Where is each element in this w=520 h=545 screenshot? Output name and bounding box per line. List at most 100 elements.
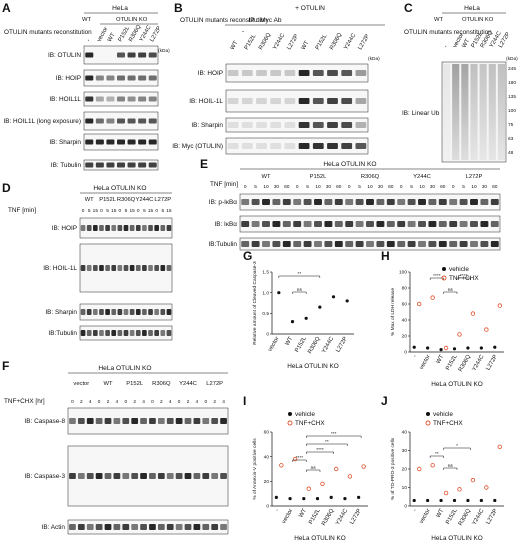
time-label: 0 bbox=[244, 184, 247, 190]
point-tnf-chx bbox=[457, 332, 462, 337]
band bbox=[142, 225, 147, 231]
y-axis-label: % of Annexin-V positive cells bbox=[252, 438, 258, 500]
significance-label: **** bbox=[433, 273, 441, 279]
band bbox=[105, 330, 110, 336]
y-tick-label: 10 bbox=[402, 485, 408, 491]
band bbox=[220, 524, 227, 530]
panel-c: HeLa WT OTULIN KO OTULIN mutants reconst… bbox=[402, 5, 518, 163]
reconstitution-label: OTULIN mutants reconstitution bbox=[4, 29, 92, 36]
point-tnf-chx bbox=[470, 477, 476, 483]
group-label-wt: WT bbox=[82, 17, 91, 23]
band bbox=[135, 330, 141, 336]
time-label: 60 bbox=[440, 184, 446, 190]
band bbox=[175, 524, 183, 530]
blot-label: IB: Sharpin bbox=[191, 122, 223, 129]
cell-line-label: HeLa bbox=[112, 5, 128, 12]
band bbox=[142, 309, 147, 315]
band bbox=[69, 418, 76, 424]
smear-lane bbox=[461, 64, 469, 160]
y-tick-label: 0.5 bbox=[262, 311, 269, 317]
legend-i: vehicle TNF+CHX bbox=[287, 411, 325, 427]
legend-treated-label: TNF+CHX bbox=[295, 420, 325, 427]
band bbox=[129, 309, 135, 315]
smear-lane bbox=[452, 64, 460, 160]
band bbox=[106, 118, 115, 124]
blot-frame bbox=[67, 445, 229, 507]
band bbox=[355, 241, 364, 247]
band bbox=[314, 199, 322, 205]
band bbox=[418, 199, 426, 205]
band bbox=[418, 221, 426, 227]
band bbox=[117, 225, 123, 231]
significance-bracket bbox=[443, 467, 458, 470]
band bbox=[85, 96, 94, 102]
band bbox=[123, 309, 129, 315]
kda-label: (kDa) bbox=[368, 56, 380, 62]
band bbox=[166, 225, 172, 231]
condition-plus-otulin: + OTULIN bbox=[295, 5, 325, 12]
y-axis-label: % Max of LDH release bbox=[390, 288, 396, 336]
x-tick-label-r306q: R306Q bbox=[458, 354, 473, 373]
band bbox=[86, 418, 94, 424]
band bbox=[148, 162, 157, 168]
group-label-l272p: L272P bbox=[466, 174, 483, 180]
blot-ib-hoil1l-long-exposure: IB: HOIL1L (long exposure) bbox=[3, 111, 159, 131]
time-label: 30 bbox=[326, 184, 332, 190]
band bbox=[184, 473, 192, 479]
band bbox=[298, 143, 310, 149]
legend-treated-label: TNF+CHX bbox=[449, 275, 479, 282]
band bbox=[95, 473, 103, 479]
band bbox=[303, 221, 312, 227]
panel-letter-a: A bbox=[2, 1, 11, 15]
blot-label: IB: HOIL-1L bbox=[43, 265, 77, 272]
point-vehicle bbox=[479, 498, 483, 503]
band bbox=[111, 309, 117, 315]
time-label: 5 bbox=[106, 208, 109, 214]
group-label-vector: vector bbox=[73, 381, 89, 387]
y-tick-label: 40 bbox=[264, 454, 270, 460]
blot-label: IB: IκBα bbox=[214, 221, 237, 228]
band bbox=[93, 225, 98, 231]
band bbox=[480, 221, 489, 227]
blot-ib-caspase-8: IB: Caspase-8 bbox=[25, 407, 229, 435]
band bbox=[327, 122, 338, 128]
band bbox=[86, 265, 92, 271]
band bbox=[123, 265, 129, 271]
band bbox=[154, 265, 159, 271]
band bbox=[129, 330, 135, 336]
band bbox=[117, 309, 123, 315]
blot-label: IB: HOIP bbox=[52, 225, 77, 232]
treatment-label: TNF [min] bbox=[8, 207, 36, 214]
blot-ib-tubulin: IB:Tubulin bbox=[208, 237, 501, 251]
band bbox=[220, 418, 227, 424]
legend-treated-marker bbox=[287, 420, 293, 426]
ip-label: IP : Myc Ab bbox=[248, 17, 282, 24]
significance-label: **** bbox=[460, 273, 468, 279]
x-tick-label-r306q: R306Q bbox=[307, 336, 322, 355]
time-label: 0 bbox=[71, 399, 74, 405]
time-label: 2 bbox=[187, 399, 190, 405]
time-label: 30 bbox=[274, 184, 280, 190]
significance-bracket bbox=[306, 443, 348, 446]
significance-label: **** bbox=[316, 447, 324, 453]
time-label: 5 bbox=[306, 184, 309, 190]
x-tick-label-vector: vector bbox=[419, 508, 432, 525]
band bbox=[166, 309, 172, 315]
panel-letter-f: F bbox=[2, 359, 9, 373]
group-label-y244c: Y244C bbox=[413, 174, 431, 180]
y-tick-label: 30 bbox=[402, 448, 408, 454]
band bbox=[386, 199, 395, 205]
band bbox=[334, 221, 343, 227]
point-vehicle bbox=[426, 498, 430, 503]
time-label: 10 bbox=[263, 184, 269, 190]
point-value bbox=[345, 299, 349, 303]
band bbox=[386, 221, 395, 227]
band bbox=[160, 225, 166, 231]
band bbox=[366, 221, 374, 227]
band bbox=[284, 143, 296, 149]
time-label: 5 bbox=[143, 208, 146, 214]
band bbox=[366, 199, 374, 205]
band bbox=[122, 524, 130, 530]
y-tick-label: 40 bbox=[402, 430, 408, 436]
point-vehicle bbox=[426, 346, 430, 350]
